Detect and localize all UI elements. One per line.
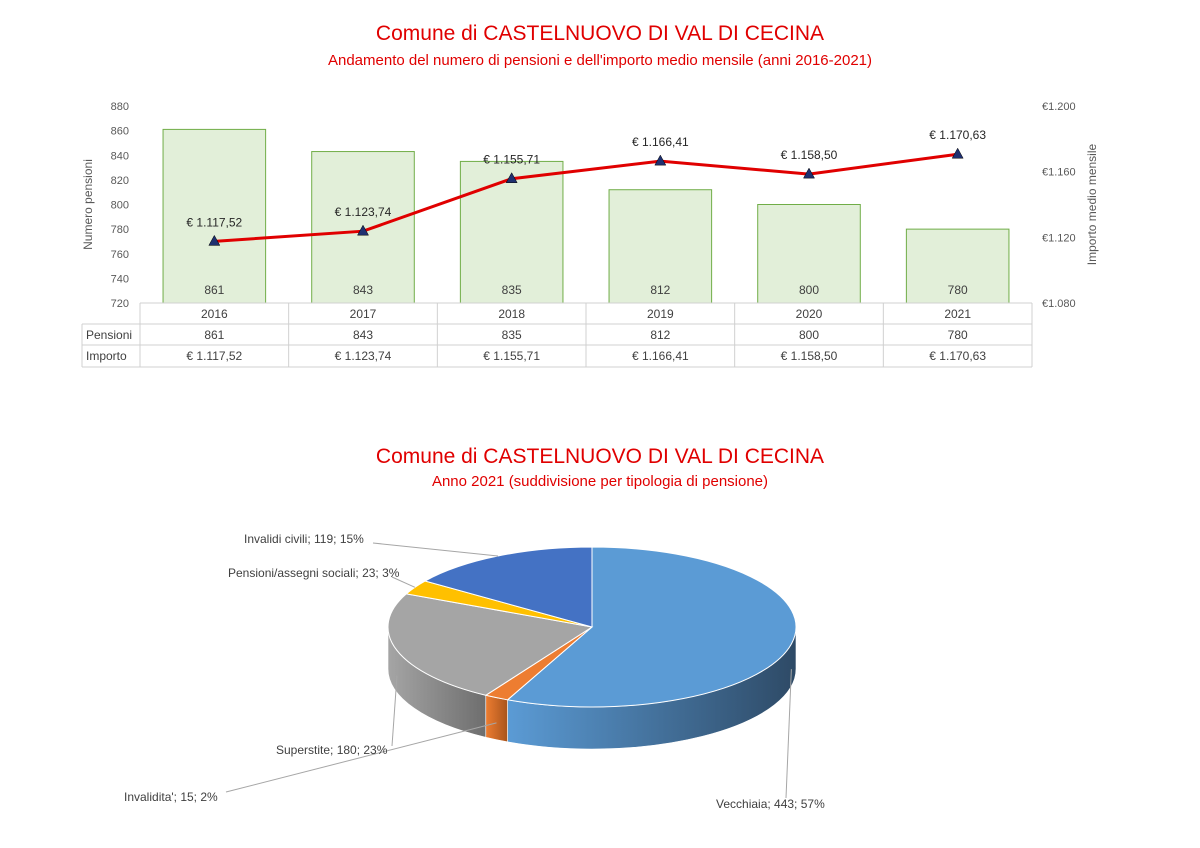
y2-tick-label: €1.120	[1042, 232, 1076, 244]
line-value-label: € 1.158,50	[781, 148, 838, 162]
pie-slice	[387, 593, 594, 696]
pie-leader-line	[372, 542, 498, 557]
line-value-label: € 1.155,71	[483, 153, 540, 167]
pie-leader-line	[225, 722, 497, 793]
table-cell-importo: € 1.170,63	[929, 349, 986, 363]
y-axis-label: Numero pensioni	[81, 159, 95, 250]
bar-value-label: 835	[502, 283, 522, 297]
chart-1-subtitle: Andamento del numero di pensioni e dell'…	[327, 52, 873, 69]
pie-leader-line	[391, 675, 398, 747]
bar	[905, 228, 1010, 304]
bar-value-label: 780	[948, 283, 968, 297]
line-marker	[951, 147, 964, 159]
pie-slice-side	[485, 694, 508, 743]
table-cell-importo: € 1.158,50	[781, 349, 838, 363]
table-cell-pensioni: 812	[650, 328, 670, 342]
line-marker	[803, 167, 815, 179]
table-row-header-pensioni: Pensioni	[86, 328, 132, 342]
pie-slice-label: Invalidita'; 15; 2%	[124, 790, 218, 804]
line-marker	[357, 224, 369, 236]
pie-leader-line	[391, 576, 416, 588]
pie-slice-label: Invalidi civili; 119; 15%	[244, 532, 364, 546]
line-marker	[505, 172, 518, 183]
table-cell-importo: € 1.117,52	[186, 349, 242, 363]
y-tick-label: 800	[111, 200, 129, 212]
x-tick-label: 2021	[944, 307, 971, 321]
x-tick-label: 2019	[647, 307, 674, 321]
table-cell-importo: € 1.123,74	[335, 349, 392, 363]
bar-value-label: 843	[353, 283, 373, 297]
bar-value-label: 812	[650, 283, 670, 297]
bar-value-label: 861	[204, 283, 224, 297]
table-row-header-importo: Importo	[86, 349, 127, 363]
x-tick-label: 2016	[201, 307, 228, 321]
pie-slice	[423, 546, 593, 628]
y-tick-label: 780	[111, 224, 129, 236]
table-cell-importo: € 1.166,41	[632, 349, 689, 363]
y-tick-label: 760	[111, 249, 129, 261]
bar	[757, 204, 861, 304]
y-tick-label: 880	[111, 101, 129, 113]
pie-chart: Vecchiaia; 443; 57% Invalidita'; 15; 2% Su…	[124, 532, 825, 811]
pie-slice-label: Superstite; 180; 23%	[276, 743, 388, 757]
y-tick-label: 840	[111, 150, 129, 162]
line-series-importo	[214, 152, 958, 243]
bar	[459, 160, 564, 304]
line-marker	[654, 154, 667, 166]
y2-tick-label: €1.200	[1042, 101, 1076, 113]
pie-slice-label: Vecchiaia; 443; 57%	[716, 797, 825, 811]
table-cell-pensioni: 843	[353, 328, 373, 342]
bar	[162, 128, 267, 304]
table-cell-pensioni: 780	[948, 328, 968, 342]
table-cell-importo: € 1.155,71	[483, 349, 540, 363]
pie-slice-label: Pensioni/assegni sociali; 23; 3%	[228, 566, 400, 580]
y-tick-label: 860	[111, 126, 129, 138]
pie-slice	[506, 546, 797, 708]
y2-axis-label: Importo medio mensile	[1085, 143, 1099, 265]
line-value-label: € 1.117,52	[186, 215, 242, 229]
y2-tick-label: €1.080	[1042, 298, 1076, 310]
table-cell-pensioni: 800	[799, 328, 819, 342]
bar-line-chart: 720 740 760 780 800 820 840 860 880 €1.080 €1.120 €…	[81, 101, 1099, 368]
line-value-label: € 1.166,41	[632, 135, 689, 149]
y2-tick-label: €1.160	[1042, 167, 1076, 179]
pie-leader-line	[785, 669, 792, 799]
table-cell-pensioni: 861	[204, 328, 224, 342]
chart-2-title: Comune di CASTELNUOVO DI VAL DI CECINA	[375, 445, 825, 468]
chart-1-title: Comune di CASTELNUOVO DI VAL DI CECINA	[375, 22, 825, 45]
chart-2-subtitle: Anno 2021 (suddivisione per tipologia di…	[431, 473, 769, 490]
table-cell-pensioni: 835	[502, 328, 522, 342]
bar-value-label: 800	[799, 283, 819, 297]
line-marker	[208, 234, 221, 246]
line-value-label: € 1.170,63	[929, 128, 986, 142]
y-tick-label: 720	[111, 298, 129, 310]
bar	[608, 189, 713, 304]
x-tick-label: 2017	[350, 307, 377, 321]
y-tick-label: 740	[111, 273, 129, 285]
line-value-label: € 1.123,74	[335, 205, 392, 219]
x-tick-label: 2020	[796, 307, 823, 321]
x-tick-label: 2018	[498, 307, 525, 321]
y-tick-label: 820	[111, 175, 129, 187]
